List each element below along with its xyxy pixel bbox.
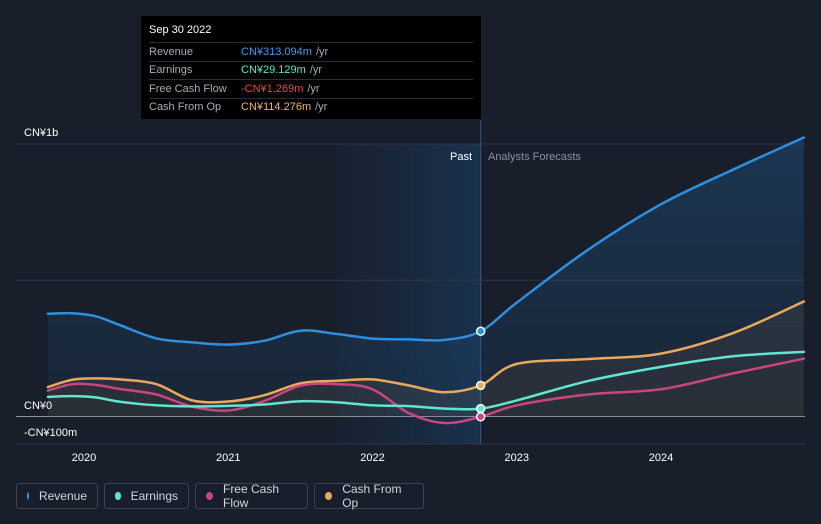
x-tick-label-2022: 2022 <box>360 452 384 464</box>
series-line-free-cash-flow <box>46 357 806 425</box>
y-tick-label-top: CN¥1b <box>24 127 58 139</box>
label-layer: CN¥1b CN¥0 -CN¥100m Past Analysts Foreca… <box>24 127 581 439</box>
marker-free-cash-flow <box>475 412 486 422</box>
area-revenue <box>47 137 804 417</box>
legend-label: Earnings <box>130 489 178 503</box>
x-tick-label-2024: 2024 <box>649 452 673 464</box>
tooltip-unit: /yr <box>315 101 328 114</box>
tooltip-label: Cash From Op <box>149 101 222 114</box>
legend: Revenue Earnings Free Cash Flow Cash Fro… <box>16 482 424 511</box>
tooltip-unit: /yr <box>307 82 320 95</box>
marker-earnings <box>475 403 486 414</box>
area-cash-from-op <box>47 301 804 417</box>
line-layer <box>46 136 806 425</box>
legend-item-revenue[interactable]: Revenue <box>16 483 98 509</box>
legend-item-cash-from-op[interactable]: Cash From Op <box>314 482 424 510</box>
tooltip-unit: /yr <box>315 45 329 58</box>
series-line-earnings <box>46 350 806 411</box>
tooltip-label: Free Cash Flow <box>149 82 227 95</box>
tooltip-row-free-cash-flow: Free Cash Flow -CN¥1.269m /yr <box>149 79 473 98</box>
tooltip-row-cash-from-op: Cash From Op CN¥114.276m /yr <box>149 97 473 117</box>
tooltip-value: CN¥313.094m <box>241 45 312 58</box>
legend-item-free-cash-flow[interactable]: Free Cash Flow <box>195 482 308 510</box>
legend-dot-icon <box>206 492 213 500</box>
x-tick-label-2020: 2020 <box>72 452 96 464</box>
legend-item-earnings[interactable]: Earnings <box>104 483 189 509</box>
tooltip-row-earnings: Earnings CN¥29.129m /yr <box>149 60 473 80</box>
tooltip-row-revenue: Revenue CN¥313.094m /yr <box>149 42 473 61</box>
tooltip-label: Earnings <box>149 64 193 77</box>
series-line-cash-from-op <box>46 300 806 404</box>
tooltip-date: Sep 30 2022 <box>149 24 212 36</box>
tooltip: Sep 30 2022 Revenue CN¥313.094m /yr Earn… <box>141 16 481 119</box>
forecast-label: Analysts Forecasts <box>488 151 581 163</box>
tooltip-value: CN¥114.276m <box>241 101 312 114</box>
marker-revenue <box>475 326 486 336</box>
area-layer <box>47 137 804 417</box>
x-tick-layer: 2020 2021 2022 2023 2024 <box>72 452 673 464</box>
legend-label: Free Cash Flow <box>222 482 280 510</box>
tooltip-value: CN¥29.129m <box>241 64 306 77</box>
y-tick-label-bottom: -CN¥100m <box>24 427 77 439</box>
marker-cash-from-op <box>475 380 486 391</box>
y-tick-label-zero: CN¥0 <box>24 400 52 412</box>
marker-layer <box>475 326 486 422</box>
legend-dot-icon <box>115 492 121 500</box>
tooltip-label: Revenue <box>149 45 194 58</box>
past-label: Past <box>450 151 472 163</box>
legend-dot-icon <box>27 492 29 500</box>
legend-label: Cash From Op <box>342 482 402 510</box>
x-tick-label-2021: 2021 <box>216 452 240 464</box>
tooltip-value: -CN¥1.269m <box>241 82 304 95</box>
series-line-revenue <box>46 136 806 346</box>
tooltip-unit: /yr <box>309 64 323 77</box>
legend-dot-icon <box>325 492 333 500</box>
legend-label: Revenue <box>38 489 87 503</box>
x-tick-label-2023: 2023 <box>505 452 529 464</box>
